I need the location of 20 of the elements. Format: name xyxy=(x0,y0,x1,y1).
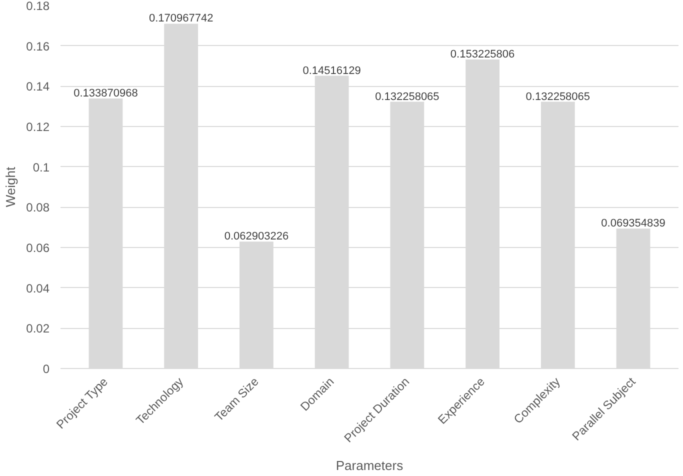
y-tick-label: 0.12 xyxy=(26,120,50,134)
y-tick-label: 0.04 xyxy=(26,281,50,296)
data-label: 0.132258065 xyxy=(375,90,440,103)
y-tick-label: 0.08 xyxy=(26,200,50,215)
data-label: 0.132258065 xyxy=(526,90,590,103)
y-tick-label: 0.1 xyxy=(32,160,50,174)
data-label: 0.133870968 xyxy=(74,88,138,100)
y-tick-label: 0.02 xyxy=(26,322,50,336)
data-label: 0.170967742 xyxy=(148,12,214,25)
x-axis-title: Parameters xyxy=(336,458,404,474)
y-tick-label: 0.14 xyxy=(26,80,50,94)
y-tick-label: 0.06 xyxy=(26,241,50,255)
data-label: 0.069354839 xyxy=(601,218,666,230)
data-label: 0.14516129 xyxy=(302,64,361,77)
data-label: 0.062903226 xyxy=(224,230,289,243)
y-tick-label: 0.16 xyxy=(26,39,50,54)
y-axis-title: Weight xyxy=(3,166,18,208)
data-label: 0.153225806 xyxy=(450,48,515,60)
y-tick-label: 0.18 xyxy=(26,0,50,13)
y-tick-label: 0 xyxy=(42,362,50,376)
